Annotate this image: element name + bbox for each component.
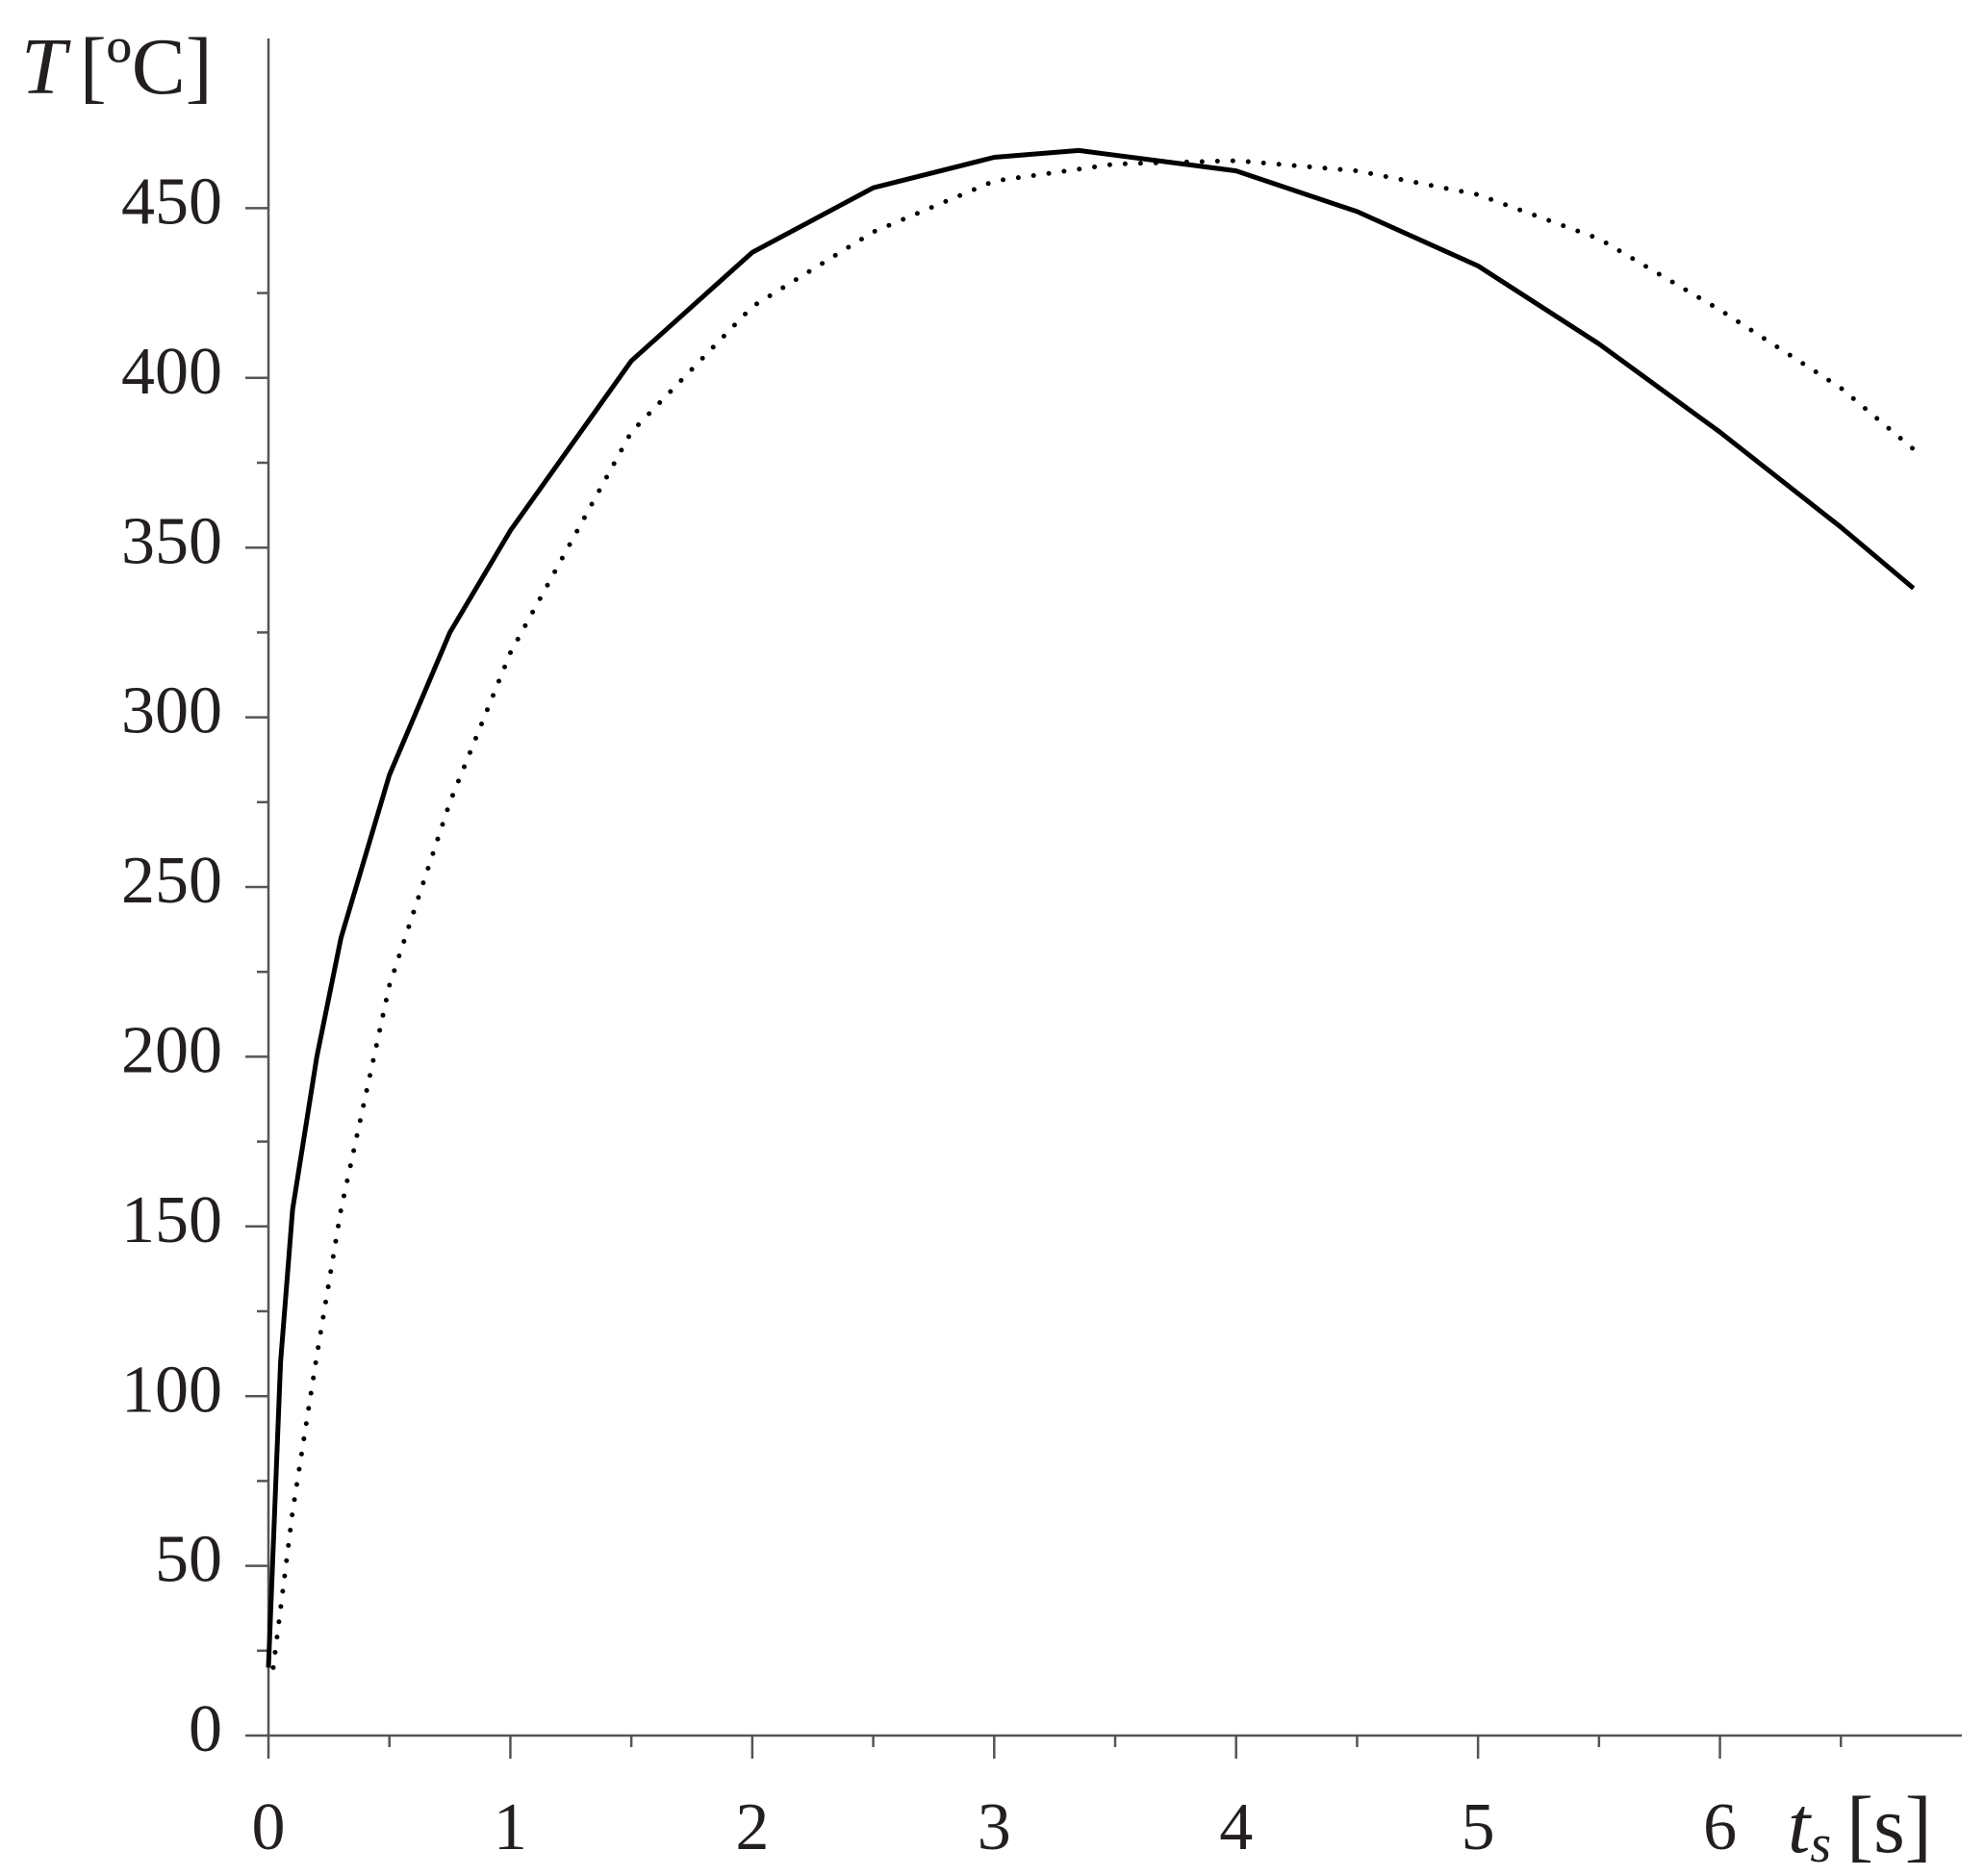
x-tick-label: 4	[1219, 1790, 1253, 1864]
x-tick-label: 1	[494, 1790, 527, 1864]
y-tick-label: 300	[121, 674, 222, 748]
y-label-unit: [ºC]	[80, 22, 213, 112]
y-tick-label: 450	[121, 165, 222, 239]
y-tick-label: 350	[121, 504, 222, 578]
x-axis-label: ts [s]	[1788, 1781, 1932, 1874]
series-line	[266, 147, 1916, 1668]
y-tick-label: 0	[189, 1692, 222, 1766]
y-tick-label: 150	[121, 1183, 222, 1257]
x-tick-label: 2	[735, 1790, 769, 1864]
x-tick-label: 0	[252, 1790, 286, 1864]
x-label-subscript: s	[1810, 1814, 1831, 1874]
series-line	[270, 158, 1917, 1670]
x-label-symbol: t	[1788, 1781, 1813, 1870]
x-tick-label: 6	[1703, 1790, 1737, 1864]
y-tick-label: 250	[121, 844, 222, 918]
y-tick-label: 50	[155, 1523, 222, 1597]
y-axis-label: T [ºC]	[21, 22, 213, 112]
x-tick-label: 5	[1462, 1790, 1495, 1864]
x-label-unit: [s]	[1846, 1781, 1932, 1870]
y-label-symbol: T	[21, 22, 71, 112]
y-tick-label: 100	[121, 1353, 222, 1427]
y-tick-label: 200	[121, 1013, 222, 1087]
y-tick-label: 400	[121, 335, 222, 409]
x-tick-label: 3	[978, 1790, 1011, 1864]
